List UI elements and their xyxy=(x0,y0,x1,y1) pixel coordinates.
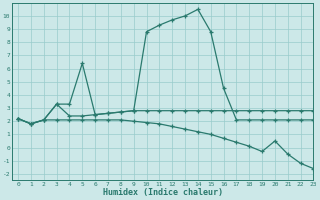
X-axis label: Humidex (Indice chaleur): Humidex (Indice chaleur) xyxy=(103,188,223,197)
